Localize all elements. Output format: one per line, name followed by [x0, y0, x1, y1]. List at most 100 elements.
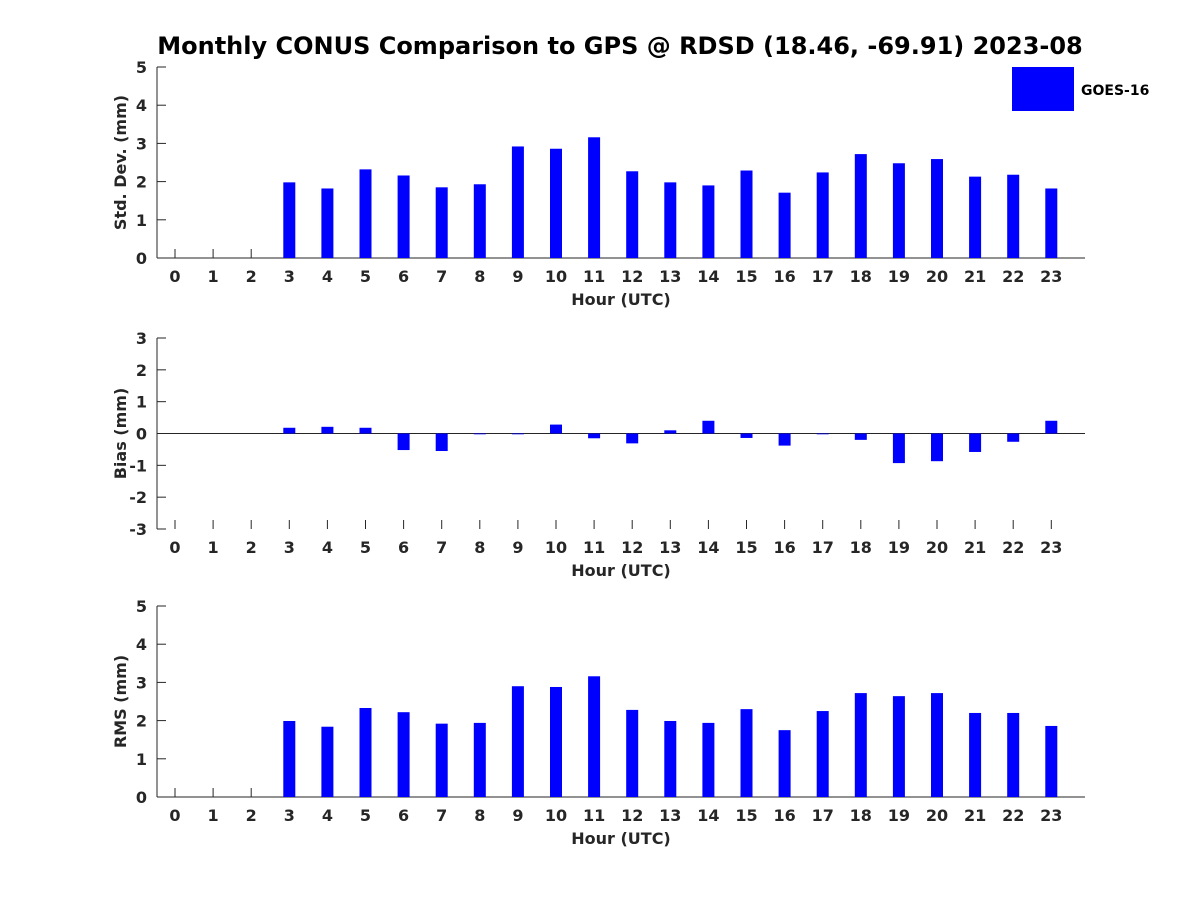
bar — [1045, 188, 1058, 258]
x-tick-label: 19 — [888, 538, 910, 557]
bar — [816, 711, 829, 797]
bar — [969, 176, 982, 258]
bar — [626, 709, 639, 797]
x-tick-label: 22 — [1002, 806, 1024, 825]
x-tick-label: 3 — [284, 267, 295, 286]
y-tick-label: 3 — [136, 329, 147, 348]
x-tick-label: 2 — [246, 806, 257, 825]
x-tick-label: 14 — [697, 538, 719, 557]
x-tick-label: 12 — [621, 806, 643, 825]
x-tick-label: 4 — [322, 538, 333, 557]
x-tick-label: 8 — [474, 538, 485, 557]
y-tick-label: -3 — [129, 520, 147, 539]
x-tick-label: 23 — [1040, 267, 1062, 286]
x-tick-label: 17 — [812, 267, 834, 286]
bar — [1007, 174, 1020, 258]
x-tick-label: 23 — [1040, 538, 1062, 557]
x-tick-label: 22 — [1002, 538, 1024, 557]
bar — [816, 433, 829, 435]
x-tick-label: 8 — [474, 806, 485, 825]
y-tick-label: 2 — [136, 173, 147, 192]
bar — [283, 182, 296, 258]
legend-label: GOES-16 — [1081, 83, 1149, 99]
x-tick-label: 6 — [398, 538, 409, 557]
x-tick-label: 5 — [360, 538, 371, 557]
x-tick-label: 21 — [964, 806, 986, 825]
bar — [1045, 725, 1058, 797]
x-tick-label: 1 — [208, 538, 219, 557]
x-axis-label: Hour (UTC) — [571, 561, 671, 580]
x-tick-label: 4 — [322, 806, 333, 825]
bar — [778, 192, 791, 258]
bar — [626, 171, 639, 258]
bar — [511, 433, 524, 435]
bar — [740, 170, 753, 258]
bar — [397, 712, 410, 797]
x-tick-label: 22 — [1002, 267, 1024, 286]
bar — [588, 137, 601, 258]
y-tick-label: 5 — [136, 58, 147, 77]
bar — [397, 433, 410, 451]
bar — [588, 433, 601, 439]
bar — [397, 175, 410, 258]
x-tick-label: 7 — [436, 538, 447, 557]
x-tick-label: 7 — [436, 267, 447, 286]
x-tick-label: 0 — [169, 267, 180, 286]
bar — [435, 433, 448, 452]
bar — [588, 676, 601, 797]
x-tick-label: 7 — [436, 806, 447, 825]
x-tick-label: 11 — [583, 806, 605, 825]
y-tick-label: 4 — [136, 96, 147, 115]
bar — [969, 712, 982, 797]
legend-swatch — [1012, 67, 1074, 111]
bar — [359, 169, 372, 258]
bar — [664, 430, 677, 434]
x-tick-label: 20 — [926, 806, 948, 825]
bar — [1007, 433, 1020, 442]
x-tick-label: 18 — [850, 267, 872, 286]
x-tick-label: 9 — [512, 806, 523, 825]
x-tick-label: 15 — [735, 806, 757, 825]
bar — [550, 686, 562, 797]
x-tick-label: 10 — [545, 267, 567, 286]
bar — [892, 433, 905, 464]
bar — [664, 182, 677, 258]
y-tick-label: 3 — [136, 673, 147, 692]
chart-title: Monthly CONUS Comparison to GPS @ RDSD (… — [157, 32, 1083, 60]
y-tick-label: 1 — [136, 211, 147, 230]
x-tick-label: 6 — [398, 267, 409, 286]
x-tick-label: 12 — [621, 267, 643, 286]
x-tick-label: 20 — [926, 267, 948, 286]
x-tick-label: 18 — [850, 538, 872, 557]
y-tick-label: 0 — [136, 788, 147, 807]
bar — [854, 693, 867, 797]
x-tick-label: 4 — [322, 267, 333, 286]
x-tick-label: 16 — [773, 538, 795, 557]
x-tick-label: 18 — [850, 806, 872, 825]
y-axis-label: Bias (mm) — [111, 388, 130, 480]
bar — [702, 420, 715, 434]
x-tick-label: 23 — [1040, 806, 1062, 825]
x-axis-label: Hour (UTC) — [571, 829, 671, 848]
x-tick-label: 9 — [512, 267, 523, 286]
x-tick-label: 3 — [284, 538, 295, 557]
x-tick-label: 15 — [735, 538, 757, 557]
bar — [321, 188, 334, 258]
bar — [550, 148, 562, 258]
bar — [321, 726, 334, 797]
bar — [702, 185, 715, 258]
y-tick-label: 0 — [136, 249, 147, 268]
y-tick-label: 1 — [136, 393, 147, 412]
x-tick-label: 2 — [246, 267, 257, 286]
y-tick-label: 3 — [136, 134, 147, 153]
x-tick-label: 1 — [208, 267, 219, 286]
y-tick-label: 1 — [136, 750, 147, 769]
y-tick-label: 0 — [136, 425, 147, 444]
bar — [626, 433, 639, 444]
x-axis-label: Hour (UTC) — [571, 290, 671, 309]
x-tick-label: 16 — [773, 806, 795, 825]
